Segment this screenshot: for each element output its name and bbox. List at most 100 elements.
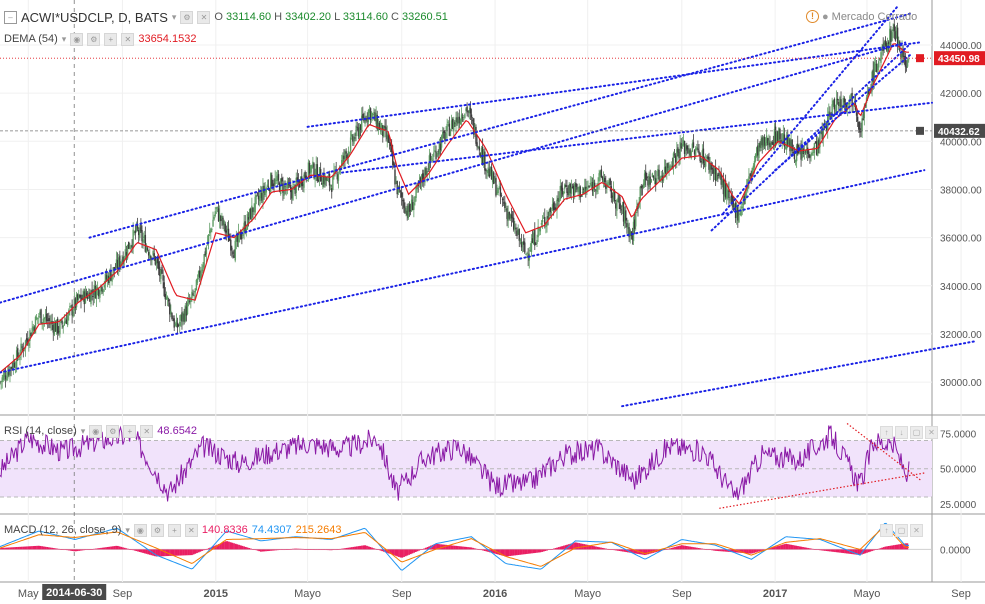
macd-bar: [121, 547, 124, 550]
close-icon[interactable]: ✕: [140, 424, 154, 438]
candle: [497, 187, 499, 194]
macd-bar: [268, 549, 271, 551]
candle: [37, 317, 39, 319]
candle: [752, 165, 755, 171]
candle: [874, 64, 877, 66]
chevron-down-icon[interactable]: ▾: [61, 33, 67, 44]
macd-bar: [243, 546, 245, 550]
macd-bar: [312, 549, 315, 551]
candle: [702, 148, 705, 164]
candle: [783, 134, 786, 147]
eye-icon[interactable]: ◉: [89, 424, 103, 438]
candle: [815, 141, 818, 155]
macd-bar: [436, 543, 439, 550]
candle: [122, 256, 124, 264]
close-pane-icon[interactable]: ✕: [925, 426, 938, 439]
candle: [17, 348, 19, 358]
macd-bar: [174, 549, 176, 556]
candle: [479, 153, 482, 157]
close-icon[interactable]: ✕: [184, 523, 198, 537]
candle: [140, 224, 142, 232]
dema-label[interactable]: DEMA (54): [4, 33, 58, 45]
candle: [682, 140, 685, 146]
channel-line: [722, 5, 899, 215]
settings-icon[interactable]: ⚙: [106, 424, 120, 438]
macd-bar: [386, 549, 389, 553]
close-icon[interactable]: ✕: [121, 32, 135, 46]
macd-bar: [598, 547, 601, 550]
macd-bar: [901, 543, 904, 550]
settings-icon[interactable]: ⚙: [180, 10, 194, 24]
add-icon[interactable]: +: [104, 32, 118, 46]
candle: [722, 178, 725, 195]
macd-bar: [254, 549, 257, 551]
macd-bar: [398, 549, 400, 557]
maximize-icon[interactable]: ▢: [895, 524, 908, 537]
macd-bar: [519, 549, 522, 555]
macd-bar: [58, 548, 60, 550]
macd-bar: [706, 549, 708, 551]
chevron-down-icon[interactable]: ▾: [125, 524, 130, 535]
candle: [798, 151, 800, 153]
macd-bar: [621, 549, 624, 552]
move-up-icon[interactable]: ↑: [880, 426, 893, 439]
macd-bar: [589, 545, 592, 550]
candle: [514, 227, 516, 230]
eye-icon[interactable]: ◉: [70, 32, 84, 46]
candle: [508, 211, 510, 219]
macd-bar: [529, 549, 532, 554]
macd-bar: [32, 546, 35, 550]
ohlc-key-c: C: [391, 11, 402, 23]
settings-icon[interactable]: ⚙: [150, 523, 164, 537]
macd-bar: [817, 549, 820, 551]
rsi-label[interactable]: RSI (14, close): [4, 425, 77, 437]
collapse-icon[interactable]: –: [4, 10, 17, 24]
close-icon[interactable]: ✕: [197, 10, 211, 24]
macd-bar: [98, 548, 101, 550]
macd-bar: [689, 546, 692, 550]
macd-bar: [633, 549, 636, 554]
close-pane-icon[interactable]: ✕: [910, 524, 923, 537]
candle: [461, 117, 464, 119]
macd-bar: [9, 547, 12, 550]
chevron-down-icon[interactable]: ▾: [171, 11, 177, 22]
time-tick-label: Sep: [672, 588, 692, 600]
add-icon[interactable]: +: [123, 424, 137, 438]
candle: [252, 207, 254, 213]
eye-icon[interactable]: ◉: [133, 523, 147, 537]
candle: [185, 306, 188, 316]
settings-icon[interactable]: ⚙: [87, 32, 101, 46]
maximize-icon[interactable]: ▢: [910, 426, 923, 439]
macd-bar: [69, 549, 72, 551]
candle: [692, 142, 695, 148]
macd-bar: [625, 549, 628, 553]
candle: [5, 378, 8, 380]
candle: [518, 229, 520, 241]
candle: [94, 286, 97, 299]
candle: [365, 118, 367, 121]
chevron-down-icon[interactable]: ▾: [80, 425, 86, 436]
candle: [548, 210, 550, 217]
candle: [321, 182, 323, 185]
macd-bar: [532, 549, 535, 554]
warning-icon[interactable]: !: [806, 10, 819, 23]
symbol-title[interactable]: ACWI*USDCLP, D, BATS: [21, 9, 168, 25]
candle: [607, 182, 609, 187]
candle: [696, 147, 698, 149]
macd-label[interactable]: MACD (12, 26, close, 9): [4, 524, 122, 536]
candle: [487, 167, 489, 174]
move-up-icon[interactable]: ↑: [880, 524, 893, 537]
candle: [863, 106, 866, 119]
candle: [181, 312, 183, 322]
candle: [294, 185, 296, 194]
move-down-icon[interactable]: ↓: [895, 426, 908, 439]
macd-bar: [674, 546, 676, 550]
macd-bar: [226, 541, 229, 550]
candle: [507, 213, 509, 221]
macd-bar: [743, 549, 745, 554]
macd-bar: [711, 549, 713, 551]
candle: [390, 143, 393, 152]
add-icon[interactable]: +: [167, 523, 181, 537]
candle: [779, 129, 781, 140]
